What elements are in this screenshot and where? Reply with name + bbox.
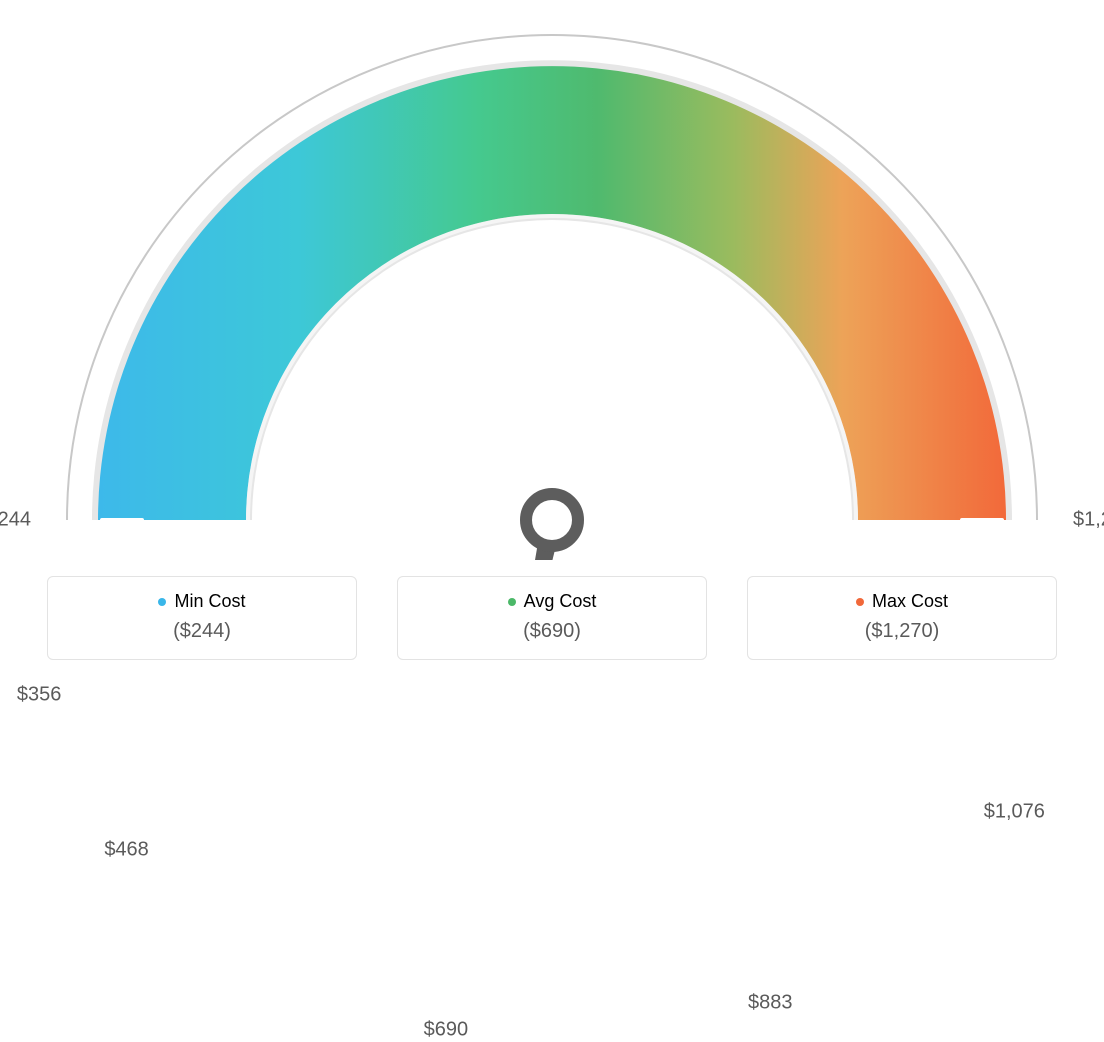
legend-label-max: Max Cost: [872, 591, 948, 612]
legend-dot-avg: [508, 598, 516, 606]
gauge-chart: $244$356$468$690$883$1,076$1,270: [0, 0, 1104, 560]
gauge-svg: [0, 0, 1104, 560]
gauge-tick-label: $468: [104, 838, 149, 861]
legend-label-min: Min Cost: [174, 591, 245, 612]
gauge-tick-label: $244: [0, 509, 31, 532]
legend-card-max: Max Cost ($1,270): [747, 576, 1057, 660]
legend-value-max: ($1,270): [748, 620, 1056, 643]
gauge-tick-label: $883: [748, 991, 793, 1014]
legend-title-min: Min Cost: [158, 591, 245, 612]
legend-title-avg: Avg Cost: [508, 591, 597, 612]
legend-dot-max: [856, 598, 864, 606]
legend-value-min: ($244): [48, 620, 356, 643]
legend-title-max: Max Cost: [856, 591, 948, 612]
gauge-tick-label: $690: [424, 1019, 469, 1042]
legend-dot-min: [158, 598, 166, 606]
legend-label-avg: Avg Cost: [524, 591, 597, 612]
legend-row: Min Cost ($244) Avg Cost ($690) Max Cost…: [0, 576, 1104, 660]
legend-card-avg: Avg Cost ($690): [397, 576, 707, 660]
legend-value-avg: ($690): [398, 620, 706, 643]
gauge-tick-label: $356: [17, 684, 62, 707]
legend-card-min: Min Cost ($244): [47, 576, 357, 660]
gauge-tick-label: $1,076: [984, 800, 1045, 823]
gauge-tick-label: $1,270: [1073, 509, 1104, 532]
